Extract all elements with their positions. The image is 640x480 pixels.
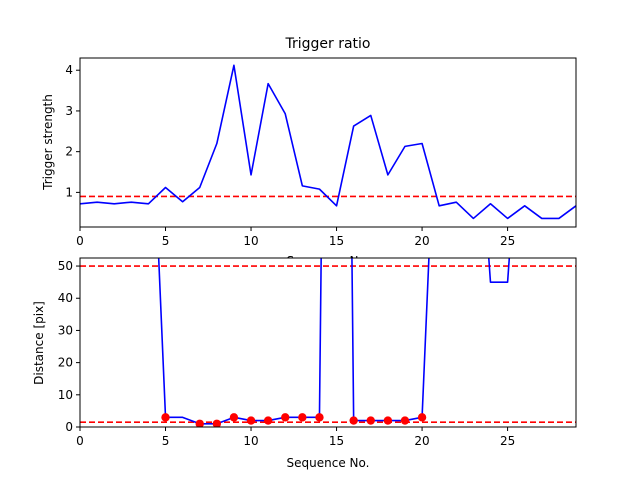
x-tick-label: 5	[162, 234, 170, 248]
data-point	[281, 413, 290, 422]
distance-panel: Sequence No. Distance [pix] 0 5 10 15 20 25 0 1…	[32, 257, 577, 470]
x-tick-label: 10	[243, 234, 258, 248]
y-tick-label: 20	[58, 356, 73, 370]
axes-frame	[79, 57, 577, 228]
data-point	[212, 419, 222, 427]
x-tick-label: 15	[329, 434, 344, 448]
y-tick-label: 30	[58, 323, 73, 337]
data-point	[417, 413, 427, 422]
x-axis-label: Sequence No.	[287, 456, 370, 470]
data-point	[229, 413, 239, 422]
plot-area	[80, 64, 576, 220]
y-tick-label: 0	[65, 420, 73, 434]
data-point	[366, 416, 375, 425]
data-point	[400, 416, 410, 425]
series-line	[80, 64, 576, 220]
y-tick-label: 40	[58, 291, 73, 305]
chart-title: Trigger ratio	[284, 36, 370, 52]
y-tick-label: 1	[65, 185, 73, 199]
data-point	[246, 416, 256, 425]
x-tick-label: 15	[329, 234, 344, 248]
x-tick-label: 20	[414, 234, 429, 248]
x-tick-label: 5	[162, 434, 170, 448]
y-tick-label: 10	[58, 388, 73, 402]
data-point	[298, 413, 307, 422]
plot-area	[80, 258, 576, 427]
x-tick-label: 25	[500, 234, 515, 248]
x-tick-label: 25	[500, 434, 515, 448]
series-line	[487, 258, 511, 283]
y-axis-label: Trigger strength	[41, 94, 55, 191]
data-point	[349, 416, 358, 425]
data-point	[161, 413, 170, 422]
y-tick-label: 3	[65, 104, 73, 118]
x-tick-label: 0	[76, 234, 84, 248]
y-tick-label: 2	[65, 145, 73, 159]
y-tick-label: 50	[58, 259, 73, 273]
trigger-ratio-panel: Trigger ratio Sequence No. Trigger stren…	[41, 36, 577, 268]
axes-background	[80, 258, 576, 427]
y-tick-label: 4	[65, 63, 73, 77]
x-tick-label: 20	[414, 434, 429, 448]
x-tick-label: 10	[243, 434, 258, 448]
data-point	[195, 419, 204, 427]
x-tick-label: 0	[76, 434, 84, 448]
data-point	[383, 416, 393, 425]
data-point	[263, 416, 273, 425]
y-axis-label: Distance [pix]	[32, 301, 46, 385]
axes-frame	[79, 257, 577, 428]
data-point	[315, 413, 324, 422]
